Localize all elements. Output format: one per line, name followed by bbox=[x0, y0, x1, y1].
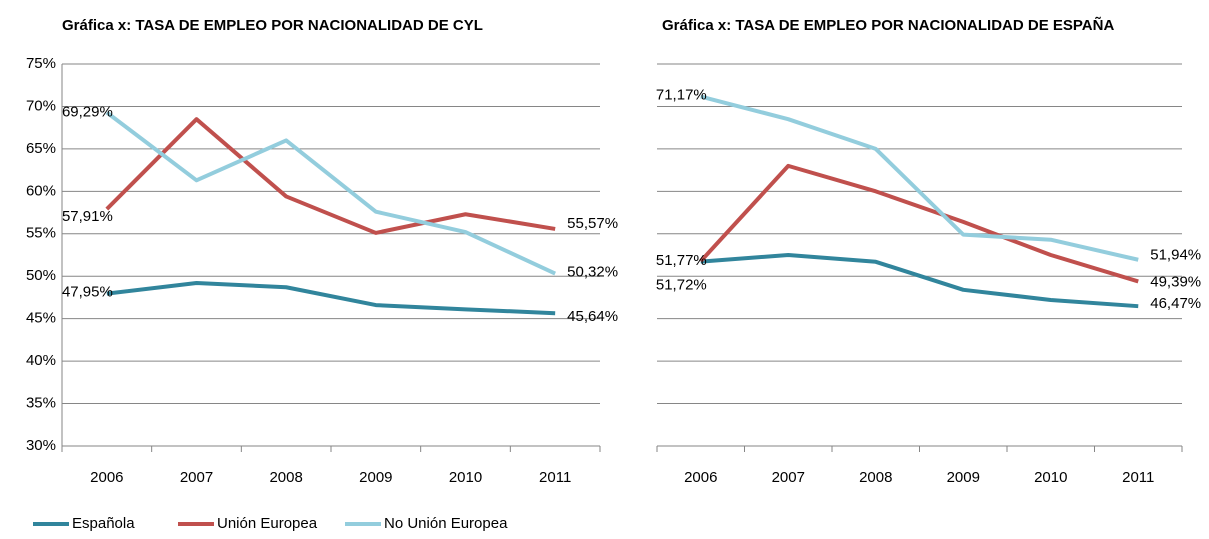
line-series bbox=[105, 110, 557, 276]
legend-label: Unión Europea bbox=[217, 515, 318, 532]
data-label: 57,91% bbox=[62, 208, 113, 225]
x-tick-label: 2006 bbox=[90, 469, 123, 486]
x-tick-label: 2011 bbox=[539, 469, 571, 486]
legend-label: No Unión Europea bbox=[384, 515, 508, 532]
y-tick-label: 55% bbox=[26, 225, 56, 242]
y-tick-label: 30% bbox=[26, 437, 56, 454]
line-series bbox=[699, 163, 1139, 284]
x-tick-label: 2010 bbox=[449, 469, 482, 486]
y-tick-label: 75% bbox=[26, 55, 56, 72]
line-series bbox=[700, 253, 1139, 309]
legend-label: Española bbox=[72, 515, 135, 532]
line-series bbox=[106, 281, 556, 316]
x-tick-label: 2009 bbox=[359, 469, 392, 486]
data-label: 46,47% bbox=[1150, 295, 1201, 312]
x-tick-label: 2007 bbox=[180, 469, 213, 486]
data-label: 51,77% bbox=[656, 252, 707, 269]
x-tick-label: 2008 bbox=[859, 469, 892, 486]
x-tick-label: 2006 bbox=[684, 469, 717, 486]
data-label: 50,32% bbox=[567, 263, 618, 280]
line-series bbox=[105, 117, 556, 235]
y-tick-label: 70% bbox=[26, 97, 56, 114]
data-label: 45,64% bbox=[567, 308, 618, 325]
x-tick-label: 2011 bbox=[1122, 469, 1154, 486]
y-tick-label: 65% bbox=[26, 140, 56, 157]
data-label: 49,39% bbox=[1150, 273, 1201, 290]
data-label: 51,94% bbox=[1150, 247, 1201, 264]
data-label: 47,95% bbox=[62, 284, 113, 301]
data-label: 55,57% bbox=[567, 215, 618, 232]
y-tick-label: 50% bbox=[26, 267, 56, 284]
data-label: 71,17% bbox=[656, 86, 707, 103]
x-tick-label: 2009 bbox=[947, 469, 980, 486]
y-tick-label: 40% bbox=[26, 352, 56, 369]
y-tick-label: 35% bbox=[26, 395, 56, 412]
y-tick-label: 60% bbox=[26, 182, 56, 199]
chart-title: Gráfica x: TASA DE EMPLEO POR NACIONALID… bbox=[662, 16, 1114, 34]
line-series bbox=[700, 94, 1139, 262]
x-tick-label: 2007 bbox=[772, 469, 805, 486]
data-label: 69,29% bbox=[62, 103, 113, 120]
y-tick-label: 45% bbox=[26, 310, 56, 327]
data-label: 51,72% bbox=[656, 277, 707, 294]
chart-title: Gráfica x: TASA DE EMPLEO POR NACIONALID… bbox=[62, 17, 483, 34]
x-tick-label: 2008 bbox=[269, 469, 302, 486]
x-tick-label: 2010 bbox=[1034, 469, 1067, 486]
